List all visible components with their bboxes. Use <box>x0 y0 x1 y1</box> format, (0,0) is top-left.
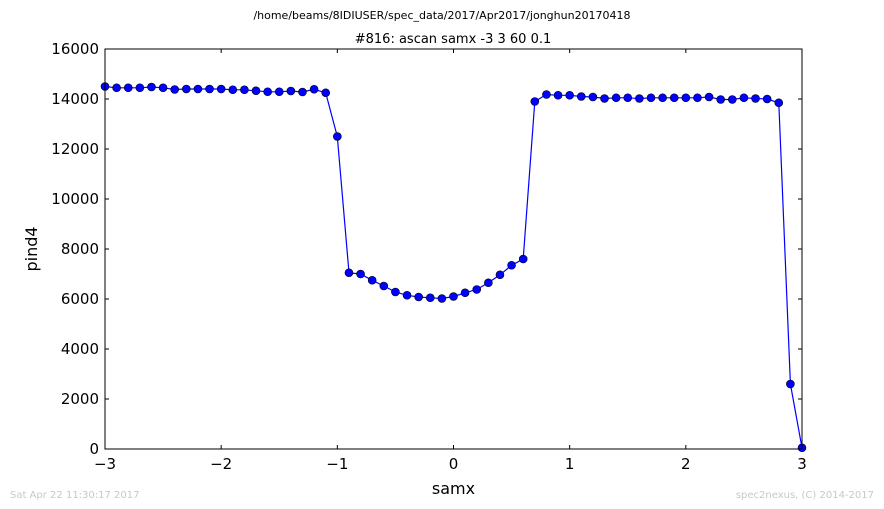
data-point <box>751 94 760 103</box>
footer-credit: spec2nexus, (C) 2014-2017 <box>735 490 874 501</box>
data-point <box>135 83 145 93</box>
data-point <box>495 270 505 280</box>
data-point <box>588 92 598 102</box>
data-point <box>379 281 389 291</box>
x-axis-label: samx <box>432 479 475 498</box>
data-point <box>704 92 714 102</box>
chart-suptitle: /home/beams/8IDIUSER/spec_data/2017/Apr2… <box>253 9 630 22</box>
x-tick-label: −2 <box>210 455 232 473</box>
x-tick-label: 1 <box>565 455 575 473</box>
data-point <box>182 84 191 94</box>
data-point <box>298 87 307 97</box>
data-point <box>193 84 203 94</box>
data-point <box>542 90 551 99</box>
x-tick-label: 3 <box>797 455 807 473</box>
data-point <box>484 278 493 288</box>
data-point <box>669 93 679 103</box>
data-point <box>681 93 691 103</box>
data-point <box>437 294 447 303</box>
data-point <box>147 82 156 92</box>
data-point <box>635 94 644 103</box>
data-point <box>727 95 737 104</box>
data-point <box>333 132 342 141</box>
data-point <box>216 84 226 94</box>
data-point <box>158 83 168 93</box>
y-axis-label: pind4 <box>22 226 41 271</box>
data-point <box>367 275 377 285</box>
data-point <box>356 269 365 279</box>
data-point <box>762 94 772 104</box>
y-tick-label: 16000 <box>51 40 99 58</box>
data-point <box>646 93 656 103</box>
data-point <box>774 98 784 108</box>
footer-timestamp: Sat Apr 22 11:30:17 2017 <box>10 490 140 501</box>
x-tick-label: 2 <box>681 455 691 473</box>
data-point <box>600 94 609 103</box>
data-point <box>576 92 586 101</box>
y-tick-label: 0 <box>89 440 99 458</box>
data-point <box>507 260 516 270</box>
data-point <box>693 93 702 103</box>
data-point <box>414 292 423 302</box>
tick-labels: −3 −2 −1 0 1 2 3 0 2000 4000 6000 8000 10000 12000 140… <box>51 40 806 473</box>
plot-frame <box>104 48 803 450</box>
data-point <box>123 83 133 93</box>
y-tick-label: 2000 <box>61 390 99 408</box>
y-tick-label: 10000 <box>51 190 99 208</box>
data-point <box>309 84 319 94</box>
series-line <box>104 85 803 448</box>
data-point <box>274 87 284 97</box>
data-point <box>112 83 121 93</box>
data-point <box>228 85 238 95</box>
x-tick-label: −1 <box>326 455 348 473</box>
data-point <box>205 84 214 94</box>
data-point <box>321 88 331 98</box>
data-point <box>251 86 261 96</box>
axis-ticks <box>104 48 803 450</box>
data-point <box>425 293 435 303</box>
data-point <box>518 254 528 264</box>
chart-title: #816: ascan samx -3 3 60 0.1 <box>355 32 552 47</box>
y-tick-label: 8000 <box>61 240 99 258</box>
data-point <box>565 90 574 100</box>
y-tick-label: 4000 <box>61 340 99 358</box>
x-tick-label: −3 <box>94 455 116 473</box>
data-point <box>263 87 272 97</box>
data-point <box>460 288 470 298</box>
data-point <box>553 90 563 100</box>
data-point <box>170 85 179 94</box>
data-point <box>611 93 621 103</box>
y-tick-label: 6000 <box>61 290 99 308</box>
data-point <box>716 95 725 104</box>
x-tick-label: 0 <box>449 455 459 473</box>
data-point <box>391 287 400 297</box>
data-point <box>739 93 749 103</box>
data-point <box>286 86 296 96</box>
data-point <box>402 290 412 300</box>
data-point <box>344 268 354 278</box>
data-point <box>472 285 482 294</box>
y-tick-label: 12000 <box>51 140 99 158</box>
data-point <box>786 379 795 389</box>
data-point <box>530 97 540 106</box>
data-point <box>240 85 249 95</box>
data-point <box>449 292 458 301</box>
y-tick-label: 14000 <box>51 90 99 108</box>
data-point <box>623 93 633 103</box>
series-markers <box>100 82 807 453</box>
data-point <box>658 93 667 103</box>
